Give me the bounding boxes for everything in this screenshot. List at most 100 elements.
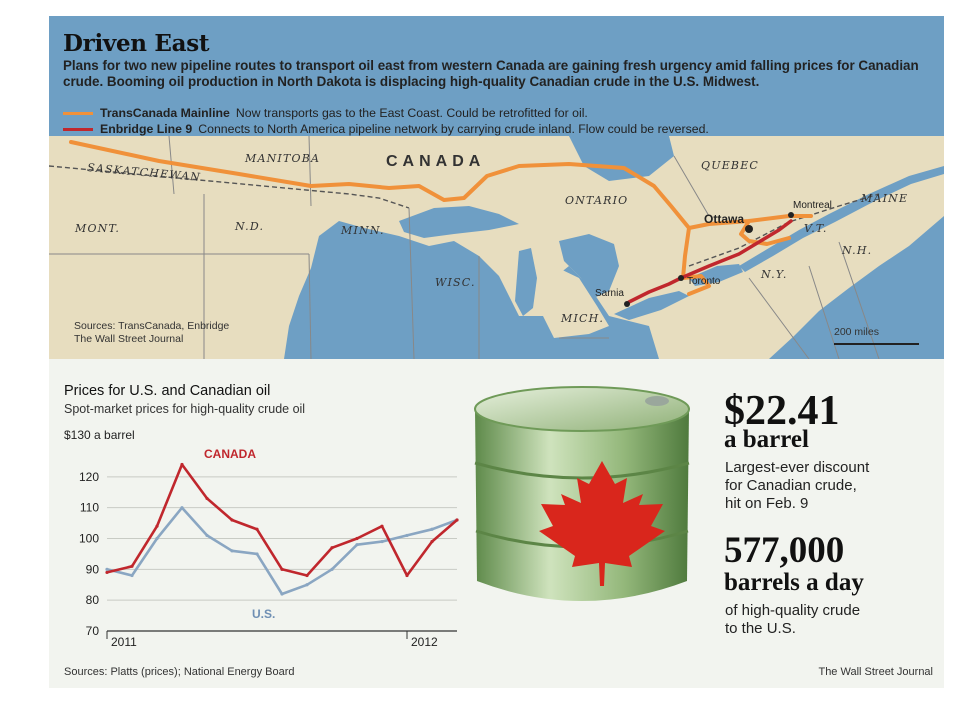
barrel-lid — [474, 386, 690, 432]
data-point — [405, 573, 409, 578]
discount-desc: hit on Feb. 9 — [725, 495, 809, 512]
legend-desc: Connects to North America pipeline netwo… — [198, 122, 709, 136]
region-label: WISC. — [435, 276, 476, 289]
land-mass — [49, 136, 944, 359]
discount-unit: a barrel — [724, 426, 809, 453]
chart-title: Prices for U.S. and Canadian oil — [64, 383, 271, 399]
chart-subtitle: Spot-market prices for high-quality crud… — [64, 402, 306, 416]
series-label-us: U.S. — [252, 607, 275, 621]
region-label: MAINE — [861, 192, 909, 205]
border-us-canada — [49, 165, 410, 209]
data-point — [280, 567, 284, 571]
x-tick-label: 2012 — [411, 635, 438, 649]
sources-line: Sources: TransCanada, Enbridge — [74, 320, 230, 332]
city-label-sarnia: Sarnia — [595, 288, 624, 299]
city-label-toronto: Toronto — [687, 276, 721, 287]
map-header: Driven East Plans for two new pipeline r… — [63, 30, 923, 89]
region-label: MONT. — [75, 222, 121, 235]
data-point — [155, 524, 159, 528]
export-desc: of high-quality crude — [725, 602, 861, 619]
y-tick-label: 100 — [79, 532, 99, 546]
legend-name: TransCanada Mainline — [100, 106, 230, 120]
data-point — [205, 496, 209, 501]
data-point — [230, 549, 234, 553]
map-sources: Sources: TransCanada, Enbridge The Wall … — [74, 320, 229, 346]
border-east — [688, 193, 880, 267]
region-label: MINN. — [341, 224, 385, 237]
data-point — [430, 527, 434, 531]
chart-unit-label: $130 a barrel — [64, 428, 135, 442]
region-label: QUEBEC — [701, 159, 760, 172]
lake-erie — [614, 291, 689, 320]
michigan-land — [539, 266, 609, 338]
data-point — [130, 564, 134, 568]
montreal-marker — [788, 212, 794, 218]
pipeline-map: Driven East Plans for two new pipeline r… — [49, 16, 944, 359]
y-tick-label: 70 — [86, 624, 100, 638]
legend-name: Enbridge Line 9 — [100, 122, 193, 136]
scale-label: 200 miles — [834, 326, 879, 338]
data-point — [105, 570, 109, 575]
data-point — [355, 543, 359, 547]
region-label: MICH. — [561, 312, 605, 325]
map-intro: Plans for two new pipeline routes to tra… — [63, 58, 919, 89]
data-point — [205, 533, 209, 538]
data-point — [305, 583, 309, 587]
y-tick-label: 110 — [80, 501, 99, 515]
country-label-canada: CANADA — [386, 153, 486, 170]
legend-desc: Now transports gas to the East Coast. Co… — [235, 106, 588, 120]
legend-swatch-orange — [63, 111, 93, 115]
legend-swatch-red — [63, 127, 93, 131]
data-point — [280, 592, 284, 596]
data-point — [330, 546, 334, 550]
export-volume: 577,000 — [724, 530, 845, 571]
export-unit: barrels a day — [724, 569, 864, 596]
x-tick-label: 2011 — [111, 635, 137, 649]
lake-michigan — [515, 248, 537, 316]
data-point — [255, 552, 259, 556]
lake-superior — [399, 206, 519, 238]
export-desc: to the U.S. — [725, 620, 796, 637]
region-label: N.Y. — [761, 268, 788, 281]
legend-transcanada: TransCanada Mainline Now transports gas … — [63, 106, 588, 120]
data-point — [155, 536, 159, 541]
st-lawrence — [739, 166, 944, 272]
region-label: N.H. — [842, 244, 873, 257]
y-tick-label: 90 — [86, 562, 100, 576]
map-title: Driven East — [63, 30, 210, 57]
data-point — [305, 573, 309, 578]
barrel-bung — [645, 396, 669, 406]
enbridge-line-9-route — [627, 219, 793, 304]
price-panel: Prices for U.S. and Canadian oil Spot-ma… — [49, 359, 944, 688]
data-point — [355, 536, 359, 541]
transcanada-mainline-route — [69, 140, 813, 296]
legend-enbridge: Enbridge Line 9 Connects to North Americ… — [63, 122, 709, 136]
chart-sources: Sources: Platts (prices); National Energ… — [64, 666, 295, 678]
data-point — [230, 518, 234, 522]
ottawa-marker — [745, 225, 753, 233]
border-states — [49, 194, 880, 359]
data-point — [130, 573, 134, 578]
publisher-credit: The Wall Street Journal — [818, 666, 933, 678]
data-point — [430, 539, 434, 544]
oil-barrel-illustration — [474, 386, 690, 601]
discount-desc: Largest-ever discount — [725, 459, 870, 476]
y-tick-label: 120 — [79, 470, 99, 484]
hudson-bay — [569, 136, 674, 181]
region-label: ONTARIO — [565, 194, 629, 207]
region-label: V.T. — [804, 222, 828, 235]
region-label: N.D. — [235, 220, 265, 233]
data-point — [380, 539, 384, 544]
price-line-chart: 70 80 90 100 110 120 2011 2012 CANADA U.S. — [79, 447, 459, 649]
data-point — [255, 527, 259, 531]
maple-leaf-icon — [539, 461, 665, 586]
map-graphic — [49, 16, 944, 359]
data-point — [105, 567, 109, 571]
sarnia-marker — [624, 301, 630, 307]
barrel-rib — [474, 461, 690, 480]
data-point — [330, 567, 334, 571]
data-point — [180, 506, 184, 510]
data-point — [405, 533, 409, 538]
city-label-ottawa: Ottawa — [704, 212, 745, 226]
region-label: MANITOBA — [245, 152, 321, 165]
